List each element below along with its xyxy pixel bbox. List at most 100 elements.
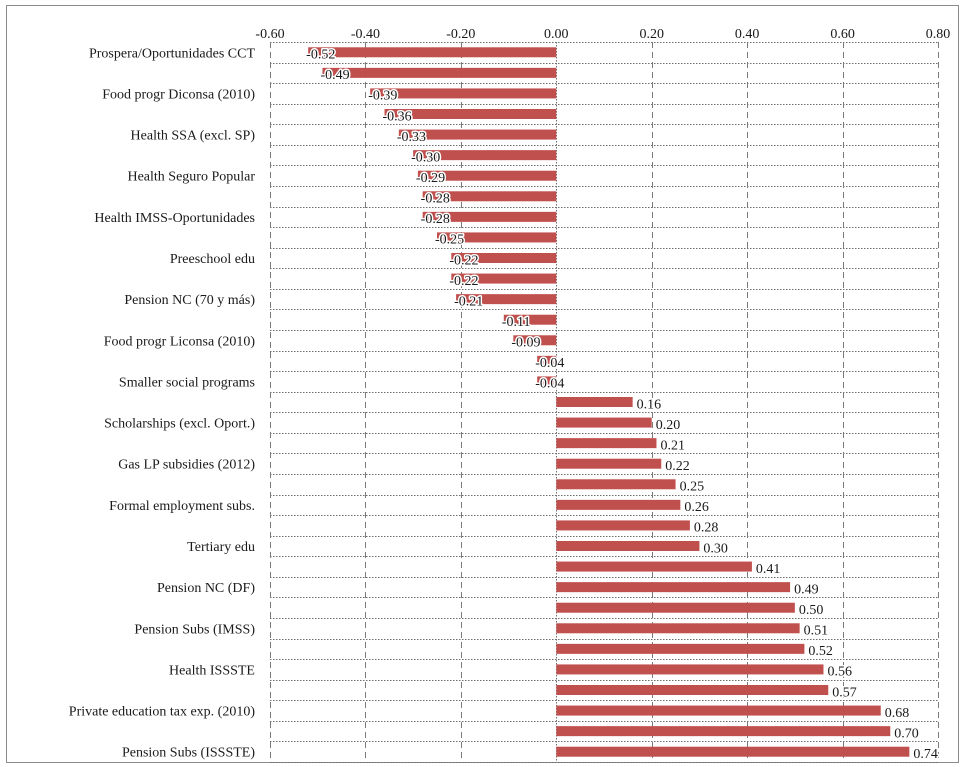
bar — [556, 520, 690, 531]
data-label: -0.36 — [383, 109, 412, 124]
bar — [437, 232, 557, 243]
data-label: -0.25 — [435, 233, 464, 248]
bar — [322, 67, 557, 78]
x-tick-label: -0.40 — [351, 27, 380, 42]
vertical-gridlines — [270, 42, 939, 762]
category-label: Private education tax exp. (2010) — [69, 705, 256, 720]
data-label: -0.04 — [535, 356, 564, 371]
category-label: Pension Subs (IMSS) — [134, 622, 255, 637]
bar — [503, 314, 557, 325]
data-label: 0.51 — [804, 624, 829, 639]
bar — [422, 211, 557, 222]
bar — [451, 253, 557, 263]
x-tick-label: 0.60 — [830, 27, 855, 42]
bar — [556, 541, 700, 551]
category-label: Health ISSSTE — [169, 663, 255, 678]
bar — [370, 88, 557, 99]
bar — [456, 294, 557, 305]
data-label: -0.11 — [502, 315, 531, 330]
category-label: Health SSA (excl. SP) — [131, 129, 256, 144]
bars — [308, 47, 910, 757]
bar — [384, 109, 557, 119]
bar — [451, 273, 557, 284]
data-label: -0.49 — [320, 68, 349, 83]
data-label: 0.74 — [913, 747, 938, 762]
bar — [556, 417, 652, 428]
category-label: Pension NC (70 y más) — [124, 293, 255, 308]
category-label: Tertiary edu — [187, 540, 255, 555]
category-label: Smaller social programs — [119, 375, 255, 390]
x-tick-label: 0.80 — [926, 27, 951, 42]
data-label: 0.16 — [637, 397, 662, 412]
data-label: -0.21 — [454, 294, 483, 309]
category-label: Formal employment subs. — [109, 499, 255, 514]
data-label: 0.20 — [656, 418, 681, 433]
x-axis-tick-labels: -0.60 -0.40 -0.20 0.00 0.20 0.40 0.60 0.80 — [255, 27, 950, 42]
bar — [537, 355, 557, 366]
data-label: -0.39 — [368, 89, 397, 104]
bar — [556, 705, 881, 716]
data-label: 0.50 — [799, 603, 824, 618]
bar — [398, 129, 557, 140]
bar — [556, 746, 910, 757]
category-label: Health Seguro Popular — [127, 170, 255, 185]
data-label: 0.68 — [885, 706, 910, 721]
data-label: -0.28 — [421, 192, 450, 207]
data-label: 0.21 — [660, 438, 685, 453]
category-label: Pension Subs (ISSSTE) — [122, 746, 255, 761]
data-label: 0.30 — [703, 541, 728, 556]
bar — [556, 438, 657, 449]
category-label: Food progr Diconsa (2010) — [102, 87, 255, 102]
category-labels: Prospera/Oportunidades CCT Food progr Dic… — [69, 46, 256, 760]
bar — [556, 685, 829, 695]
bar — [513, 335, 557, 346]
data-label: -0.33 — [397, 130, 426, 145]
bar — [308, 47, 557, 58]
data-label: -0.22 — [449, 274, 478, 289]
data-label: -0.30 — [411, 150, 440, 165]
bar — [556, 397, 633, 407]
category-label: Preeschool edu — [170, 252, 255, 267]
bar — [413, 150, 557, 161]
horizontal-gridlines — [270, 42, 938, 763]
data-label: -0.29 — [416, 171, 445, 186]
data-label: -0.09 — [511, 336, 540, 351]
bar — [556, 643, 805, 654]
x-tick-label: 0.40 — [735, 27, 760, 42]
data-label: 0.26 — [684, 500, 709, 515]
x-tick-label: 0.00 — [544, 27, 569, 42]
category-label: Pension NC (DF) — [157, 581, 255, 596]
x-tick-label: -0.60 — [255, 27, 284, 42]
bar — [556, 582, 791, 593]
data-label: 0.57 — [832, 685, 857, 700]
bar — [556, 623, 800, 634]
data-label: 0.56 — [827, 665, 852, 680]
bar — [556, 602, 795, 613]
data-label: 0.70 — [894, 726, 919, 741]
data-label: -0.04 — [535, 377, 564, 392]
category-label: Prospera/Oportunidades CCT — [89, 46, 255, 61]
data-label: -0.28 — [421, 212, 450, 227]
data-label: 0.49 — [794, 582, 819, 597]
x-tick-label: 0.20 — [639, 27, 664, 42]
bar — [556, 499, 681, 510]
bar — [556, 458, 662, 469]
bar — [417, 170, 557, 181]
bar — [556, 479, 676, 490]
data-label: 0.25 — [680, 480, 705, 495]
data-label: 0.52 — [808, 644, 833, 659]
data-label: 0.28 — [694, 521, 719, 536]
category-label: Food progr Liconsa (2010) — [104, 334, 256, 349]
data-labels: -0.52 -0.49 -0.39 -0.36 -0.33 -0.30 -0.29 -0.28… — [305, 46, 940, 763]
category-label: Scholarships (excl. Oport.) — [104, 417, 255, 432]
data-label: 0.41 — [756, 562, 781, 577]
bar — [556, 726, 891, 737]
category-label: Health IMSS-Oportunidades — [94, 211, 255, 226]
data-label: 0.22 — [665, 459, 690, 474]
bar — [537, 376, 557, 387]
bar — [556, 664, 824, 675]
x-tick-label: -0.20 — [446, 27, 475, 42]
bar — [422, 191, 557, 202]
bar — [556, 561, 752, 572]
